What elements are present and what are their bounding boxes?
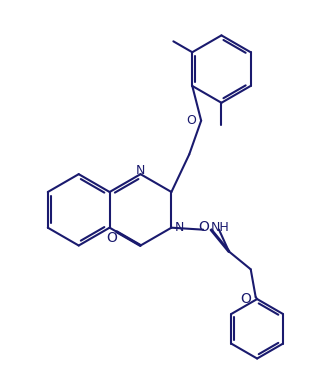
- Text: N: N: [174, 221, 184, 234]
- Text: NH: NH: [211, 221, 230, 234]
- Text: O: O: [186, 114, 196, 127]
- Text: O: O: [106, 231, 117, 245]
- Text: O: O: [240, 292, 251, 306]
- Text: O: O: [199, 220, 210, 234]
- Text: N: N: [136, 164, 145, 177]
